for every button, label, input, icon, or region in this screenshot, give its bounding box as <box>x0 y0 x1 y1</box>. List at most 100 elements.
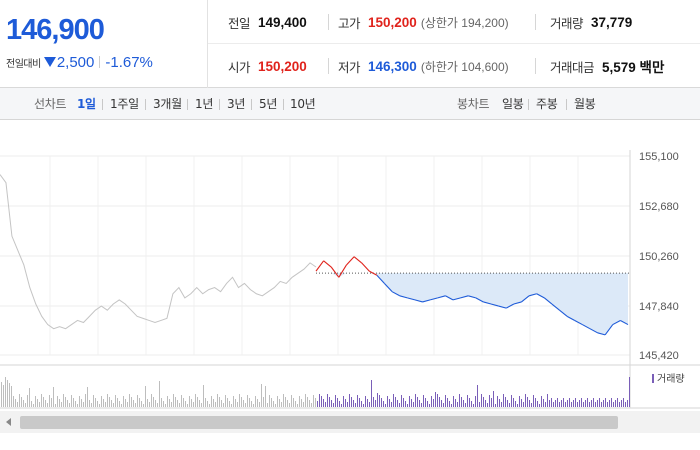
volume-bar <box>501 402 502 407</box>
volume-bar <box>595 402 596 407</box>
volume-bar <box>193 402 194 407</box>
period-tab-1y[interactable]: 1년 <box>195 97 214 111</box>
volume-bar <box>579 400 580 407</box>
chart-series <box>0 174 630 336</box>
period-tab-1w[interactable]: 1주일 <box>110 97 139 111</box>
y-tick-label: 150,260 <box>639 251 679 263</box>
volume-bar <box>381 398 382 407</box>
today-price-segment-down <box>460 295 469 299</box>
volume-bar <box>623 398 624 407</box>
volume-bar <box>301 399 302 407</box>
volume-bar <box>611 398 612 407</box>
volume-bar <box>137 395 138 407</box>
volume-bar <box>519 396 520 407</box>
today-price-segment-up <box>315 260 325 272</box>
price-chart: 155,100 152,680 150,260 147,840 145,420 … <box>0 120 700 450</box>
volume-bar <box>435 392 436 407</box>
volume-bar <box>251 401 252 407</box>
volume-bar <box>453 396 454 407</box>
volume-bar <box>315 398 316 407</box>
volume-bar <box>551 398 552 407</box>
today-price-segment-up <box>346 256 355 266</box>
candle-chart-label: 봉차트 <box>457 97 490 111</box>
volume-bar <box>245 403 246 407</box>
volume-bar <box>145 386 146 407</box>
volume-bar <box>511 395 512 407</box>
volume-bar <box>401 395 402 407</box>
volume-bar <box>141 401 142 407</box>
volume-bar <box>181 395 182 407</box>
volume-bar <box>55 404 56 407</box>
volume-bar <box>195 394 196 407</box>
volume-bar <box>341 404 342 407</box>
volume-bar <box>241 397 242 407</box>
volume-bar <box>337 398 338 407</box>
volume-bar <box>543 399 544 407</box>
candle-tab-monthly[interactable]: 월봉 <box>574 97 596 111</box>
period-tab-10y[interactable]: 10년 <box>290 97 316 111</box>
high-value: 150,200 <box>368 14 417 30</box>
cell-divider <box>535 58 536 74</box>
volume-bar <box>5 377 6 407</box>
volume-bar <box>367 399 368 407</box>
volume-bar <box>211 396 212 407</box>
period-tab-5y[interactable]: 5년 <box>259 97 278 111</box>
volume-bar <box>467 395 468 407</box>
volume-bar <box>365 396 366 407</box>
volume-bar <box>607 402 608 407</box>
period-tab-1d[interactable]: 1일 <box>77 97 96 111</box>
volume-bar <box>373 397 374 407</box>
volume-bar <box>217 394 218 407</box>
today-price-segment-down <box>498 305 507 309</box>
volume-bar <box>91 403 92 407</box>
volume-bar <box>109 397 110 407</box>
volume-bar <box>629 377 630 407</box>
volume-bar <box>119 401 120 407</box>
volume-bar <box>127 402 128 407</box>
volume-bar <box>227 398 228 407</box>
candle-tab-weekly[interactable]: 주봉 <box>536 97 558 111</box>
volume-bar <box>69 403 70 407</box>
volume-bar <box>535 398 536 407</box>
toolbar-divider <box>566 99 567 110</box>
volume-bar <box>113 403 114 407</box>
y-tick-label: 152,680 <box>639 201 679 213</box>
price-chart-svg: 155,100 152,680 150,260 147,840 145,420 … <box>0 150 700 433</box>
volume-bar <box>173 394 174 407</box>
today-price-segment-down <box>566 315 575 321</box>
volume-bar <box>107 394 108 407</box>
volume-bar <box>83 402 84 407</box>
volume-bar <box>189 396 190 407</box>
volume-bar <box>63 394 64 407</box>
period-tab-3y[interactable]: 3년 <box>227 97 246 111</box>
volume-bar <box>3 385 4 407</box>
volume-bar <box>7 380 8 407</box>
y-axis-ticks: 155,100 152,680 150,260 147,840 145,420 <box>639 151 679 362</box>
volume-bar <box>289 403 290 407</box>
volume-bar <box>359 398 360 407</box>
volume-bar <box>143 404 144 407</box>
candle-tab-daily[interactable]: 일봉 <box>502 97 524 111</box>
volume-bar <box>325 402 326 407</box>
volume-bar <box>233 396 234 407</box>
today-price-segment-down <box>521 295 530 303</box>
volume-bar <box>239 394 240 407</box>
volume-bar <box>11 386 12 407</box>
volume-bar <box>87 387 88 407</box>
volume-bar <box>621 400 622 407</box>
volume-bar <box>59 399 60 407</box>
period-tab-3m[interactable]: 3개월 <box>153 97 182 111</box>
chart-scrollbar-thumb[interactable] <box>20 416 618 429</box>
volume-bar <box>35 396 36 407</box>
volume-bar <box>257 399 258 407</box>
volume-bar <box>9 383 10 407</box>
volume-bar <box>121 404 122 407</box>
volume-bar <box>299 396 300 407</box>
volume-bar <box>517 404 518 407</box>
volume-bar <box>329 397 330 407</box>
volume-bar <box>95 398 96 407</box>
today-price-segment-down <box>528 293 537 297</box>
volume-bar <box>445 395 446 407</box>
low-value: 146,300 <box>368 58 417 74</box>
toolbar-divider <box>187 99 188 110</box>
